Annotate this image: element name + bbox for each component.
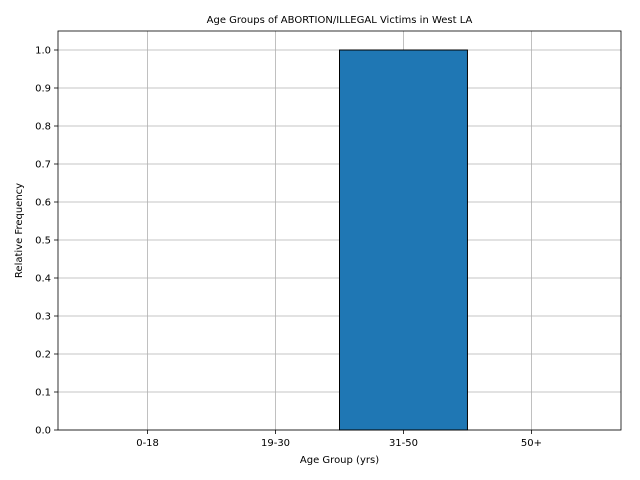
x-tick-label: 31-50 bbox=[389, 438, 418, 449]
x-tick-label: 19-30 bbox=[261, 438, 290, 449]
y-tick-label: 0.5 bbox=[35, 236, 51, 247]
y-axis-label: Relative Frequency bbox=[14, 183, 25, 278]
bar-31-50 bbox=[339, 49, 468, 431]
y-tick-label: 0.3 bbox=[35, 312, 51, 323]
y-tick-label: 0.6 bbox=[35, 198, 51, 209]
y-tick-label: 0.0 bbox=[35, 426, 51, 437]
chart-title: Age Groups of ABORTION/ILLEGAL Victims i… bbox=[207, 15, 473, 26]
plot-frame bbox=[57, 30, 622, 431]
y-tick-label: 0.8 bbox=[35, 122, 51, 133]
y-tick-label: 0.7 bbox=[35, 160, 51, 171]
y-tick-label: 0.4 bbox=[35, 274, 51, 285]
tick-layer: 0.0 0.1 0.2 0.3 0.4 0.5 0.6 0.7 0.8 0.9 1.0 0-18 19-… bbox=[35, 46, 542, 450]
y-tick-label: 0.2 bbox=[35, 350, 51, 361]
y-tick-label: 1.0 bbox=[35, 46, 51, 57]
x-tick-label: 0-18 bbox=[136, 438, 159, 449]
x-axis-label: Age Group (yrs) bbox=[300, 455, 379, 466]
y-tick-label: 0.1 bbox=[35, 388, 51, 399]
y-tick-label: 0.9 bbox=[35, 84, 51, 95]
bar-layer bbox=[339, 49, 468, 431]
x-tick-label: 50+ bbox=[521, 438, 542, 449]
